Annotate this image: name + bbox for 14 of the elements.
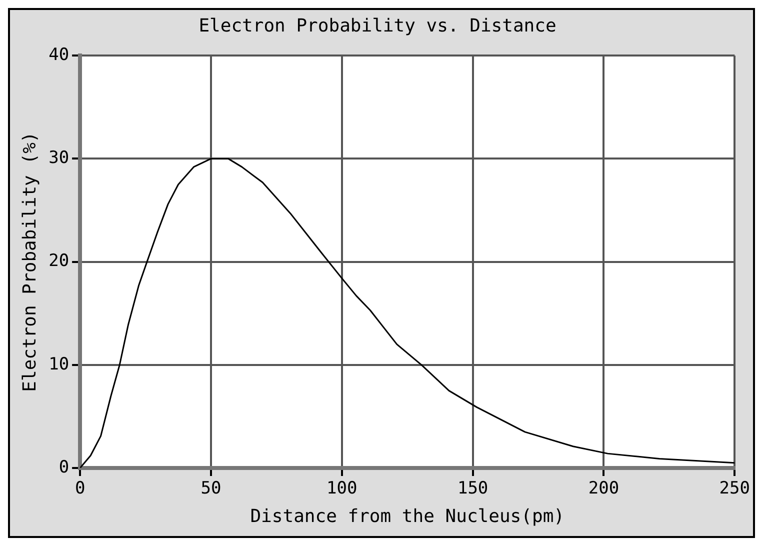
x-tick-label: 50 [200,478,222,499]
y-tick-label: 20 [48,251,70,272]
x-tick-label: 200 [588,478,620,499]
x-tick-label: 0 [74,478,86,499]
x-tick-label: 150 [457,478,488,499]
y-axis-title: Electron Probability (%) [19,132,40,392]
y-tick-label: 40 [48,45,70,66]
x-tick-label: 100 [326,478,358,499]
x-tick-label: 250 [719,478,750,499]
chart-title: Electron Probability vs. Distance [198,15,556,36]
x-axis-title: Distance from the Nucleus(pm) [250,506,564,527]
y-tick-label: 30 [48,148,70,168]
y-tick-label: 10 [48,354,70,374]
y-tick-label: 0 [58,457,70,478]
